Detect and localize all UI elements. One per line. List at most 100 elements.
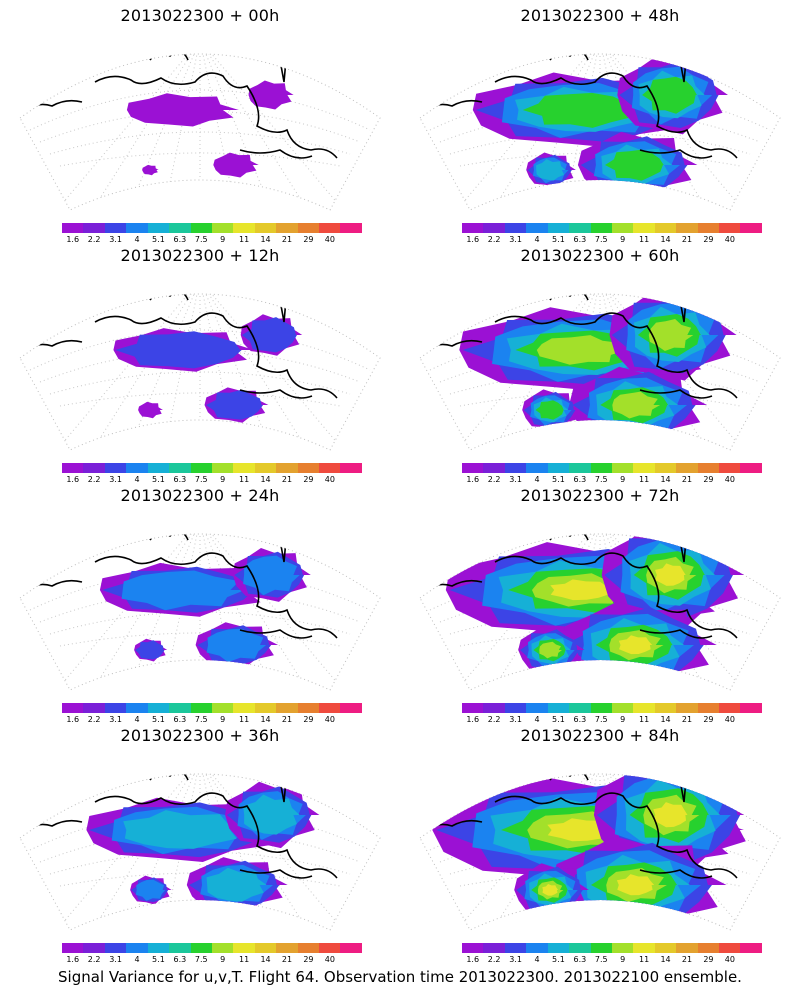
colorbar-tick-label: 1.6 [466, 715, 480, 724]
colorbar-tick-label: 40 [324, 955, 335, 964]
colorbar-tick-label: 5.1 [152, 235, 165, 244]
colorbar-tick-label: 2.2 [487, 715, 501, 724]
colorbar-tick-label: 40 [724, 715, 735, 724]
colorbar-swatch [276, 703, 298, 713]
colorbar-swatch [719, 223, 741, 233]
colorbar-swatch [483, 703, 505, 713]
colorbar-swatch [633, 703, 655, 713]
colorbar-swatch [547, 943, 570, 953]
panel-title: 2013022300 + 24h [120, 486, 280, 505]
variance-map [19, 293, 381, 451]
map-panel-24h: 2013022300 + 24h 1.6 2.2 3.1 4 5.1 6.3 7.5 9 11 1… [0, 480, 400, 724]
colorbar-swatch [654, 943, 677, 953]
colorbar-ticks: 1.6 2.2 3.1 4 5.1 6.3 7.5 9 11 14 21 29 40 [62, 235, 362, 245]
colorbar-swatch [569, 943, 591, 953]
colorbar-swatch [654, 223, 677, 233]
map-panel-12h: 2013022300 + 12h 1.6 2.2 3.1 4 5.1 6.3 7.5 9 11 1… [0, 240, 400, 484]
colorbar-tick-label: 3.1 [509, 955, 522, 964]
colorbar-swatch [340, 463, 362, 473]
colorbar-swatch [504, 463, 527, 473]
colorbar-swatch [504, 703, 527, 713]
colorbar-swatch [526, 943, 548, 953]
colorbar-swatch [633, 463, 655, 473]
colorbar-tick-label: 7.5 [594, 955, 608, 964]
colorbar-swatch [147, 943, 170, 953]
variance-map [19, 773, 381, 931]
colorbar-tick-label: 40 [724, 955, 735, 964]
colorbar-tick-label: 1.6 [66, 715, 80, 724]
colorbar-swatch [254, 223, 277, 233]
colorbar-tick-label: 9 [220, 235, 226, 244]
colorbar-tick-label: 29 [703, 955, 714, 964]
map-panel-84h: 2013022300 + 84h 1.6 2.2 3.1 4 5.1 6.3 7.5 9 11 1… [400, 720, 800, 964]
colorbar-swatch [104, 463, 127, 473]
panel-title: 2013022300 + 00h [120, 6, 280, 25]
colorbar-tick-label: 1.6 [466, 235, 480, 244]
colorbar-tick-label: 1.6 [466, 475, 480, 484]
colorbar-tick-label: 2.2 [87, 715, 101, 724]
colorbar-swatch [483, 223, 505, 233]
colorbar-swatch [676, 463, 698, 473]
colorbar-swatch [254, 463, 277, 473]
colorbar-swatch [211, 943, 234, 953]
panel-title: 2013022300 + 84h [520, 726, 680, 745]
map-panel-48h: 2013022300 + 48h 1.6 2.2 3.1 4 5.1 6.3 7.5 9 11 1… [400, 0, 800, 244]
colorbar-swatch [611, 943, 634, 953]
colorbar-tick-label: 5.1 [552, 235, 565, 244]
variance-map [19, 53, 381, 211]
colorbar-swatch [126, 223, 148, 233]
colorbar-swatch [83, 943, 105, 953]
colorbar-swatch [169, 703, 191, 713]
colorbar-tick-label: 29 [303, 475, 314, 484]
colorbar-swatch [483, 943, 505, 953]
colorbar-swatch [676, 223, 698, 233]
colorbar [62, 943, 362, 953]
colorbar-tick-label: 5.1 [552, 475, 565, 484]
colorbar-tick-label: 5.1 [552, 715, 565, 724]
colorbar-tick-label: 7.5 [594, 235, 608, 244]
colorbar-tick-label: 7.5 [594, 475, 608, 484]
colorbar-swatch [569, 463, 591, 473]
colorbar-tick-label: 4 [134, 955, 140, 964]
colorbar-tick-label: 3.1 [109, 955, 122, 964]
colorbar-tick-label: 7.5 [594, 715, 608, 724]
colorbar-ticks: 1.6 2.2 3.1 4 5.1 6.3 7.5 9 11 14 21 29 40 [462, 715, 762, 725]
colorbar-swatch [211, 223, 234, 233]
map-panel-36h: 2013022300 + 36h 1.6 2.2 3.1 4 5.1 6.3 7.5 9 11 1… [0, 720, 400, 964]
colorbar-swatch [169, 223, 191, 233]
colorbar [62, 463, 362, 473]
colorbar-swatch [547, 463, 570, 473]
colorbar-swatch [740, 703, 762, 713]
colorbar-tick-label: 40 [324, 235, 335, 244]
colorbar-swatch [104, 223, 127, 233]
variance-map [19, 533, 381, 691]
colorbar-swatch [547, 223, 570, 233]
panel-title: 2013022300 + 60h [520, 246, 680, 265]
colorbar-swatch [233, 223, 255, 233]
colorbar-tick-label: 14 [260, 235, 271, 244]
colorbar-tick-label: 1.6 [466, 955, 480, 964]
variance-map [419, 773, 781, 931]
colorbar-tick-label: 11 [239, 475, 250, 484]
colorbar-tick-label: 7.5 [194, 715, 208, 724]
colorbar-tick-label: 9 [220, 715, 226, 724]
colorbar-swatch [654, 703, 677, 713]
colorbar-tick-label: 14 [660, 475, 671, 484]
colorbar-tick-label: 3.1 [509, 715, 522, 724]
colorbar-swatch [462, 943, 484, 953]
colorbar-tick-label: 14 [660, 235, 671, 244]
colorbar-tick-label: 3.1 [109, 235, 122, 244]
colorbar-tick-label: 21 [281, 475, 293, 484]
colorbar-ticks: 1.6 2.2 3.1 4 5.1 6.3 7.5 9 11 14 21 29 40 [62, 955, 362, 965]
colorbar-ticks: 1.6 2.2 3.1 4 5.1 6.3 7.5 9 11 14 21 29 40 [462, 475, 762, 485]
colorbar-swatch [62, 943, 84, 953]
colorbar-swatch [611, 463, 634, 473]
panel-title: 2013022300 + 12h [120, 246, 280, 265]
colorbar-tick-label: 11 [239, 715, 250, 724]
colorbar-tick-label: 21 [681, 955, 693, 964]
colorbar [462, 223, 762, 233]
colorbar [62, 703, 362, 713]
colorbar-tick-label: 29 [703, 235, 714, 244]
colorbar-tick-label: 29 [703, 475, 714, 484]
colorbar-swatch [590, 943, 612, 953]
